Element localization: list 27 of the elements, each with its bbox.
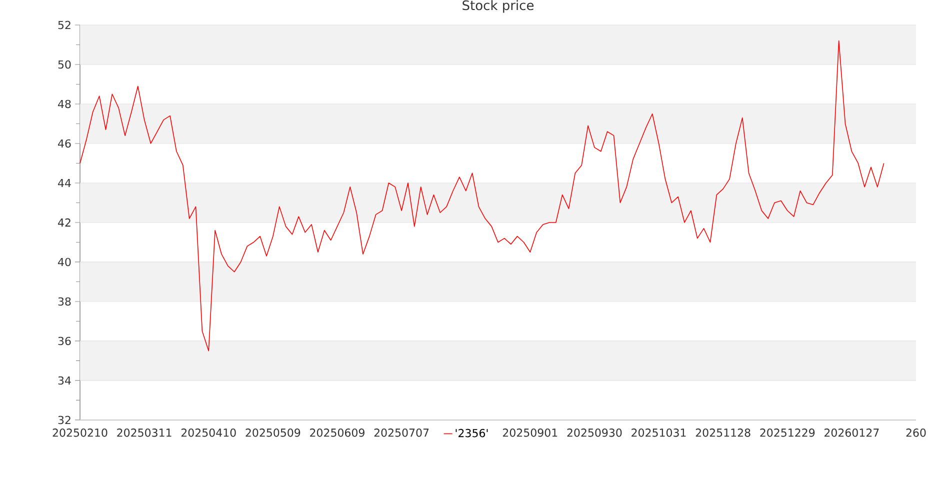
x-tick-label: 20251031 (632, 428, 686, 437)
y-tick-label: 36 (58, 336, 71, 346)
y-tick-label: 48 (58, 100, 71, 108)
y-tick-label: 42 (58, 218, 70, 227)
x-tick-label: 20250311 (117, 428, 172, 437)
x-tick-label: 20251128 (696, 428, 750, 437)
x-tick-label: 20260127 (824, 428, 879, 437)
chart-title: Stock price (462, 0, 534, 13)
x-tick-label: 20250930 (567, 428, 622, 437)
y-tick-label: 52 (58, 20, 70, 30)
x-tick-label: 20250210 (52, 428, 108, 437)
y-tick-label: 34 (58, 376, 71, 385)
y-tick-label: 46 (58, 139, 71, 148)
x-tick-label: 20250509 (246, 428, 300, 437)
x-tick-label: 20250410 (181, 428, 236, 437)
y-tick-label: 50 (58, 60, 71, 69)
x-tick-label: 20250707 (374, 428, 429, 437)
y-tick-label: 40 (58, 258, 71, 266)
line-series (80, 40, 884, 352)
x-tick-label: 20251229 (760, 428, 815, 437)
y-tick-label: 32 (58, 416, 70, 424)
legend-label: '2356' (456, 428, 488, 438)
y-tick-label: 38 (58, 297, 71, 306)
x-tick-label: 20250901 (502, 428, 558, 437)
x-tick-label: 20250609 (310, 428, 364, 437)
y-tick-label: 44 (58, 178, 71, 187)
x-tick-label: 260 (906, 428, 926, 437)
